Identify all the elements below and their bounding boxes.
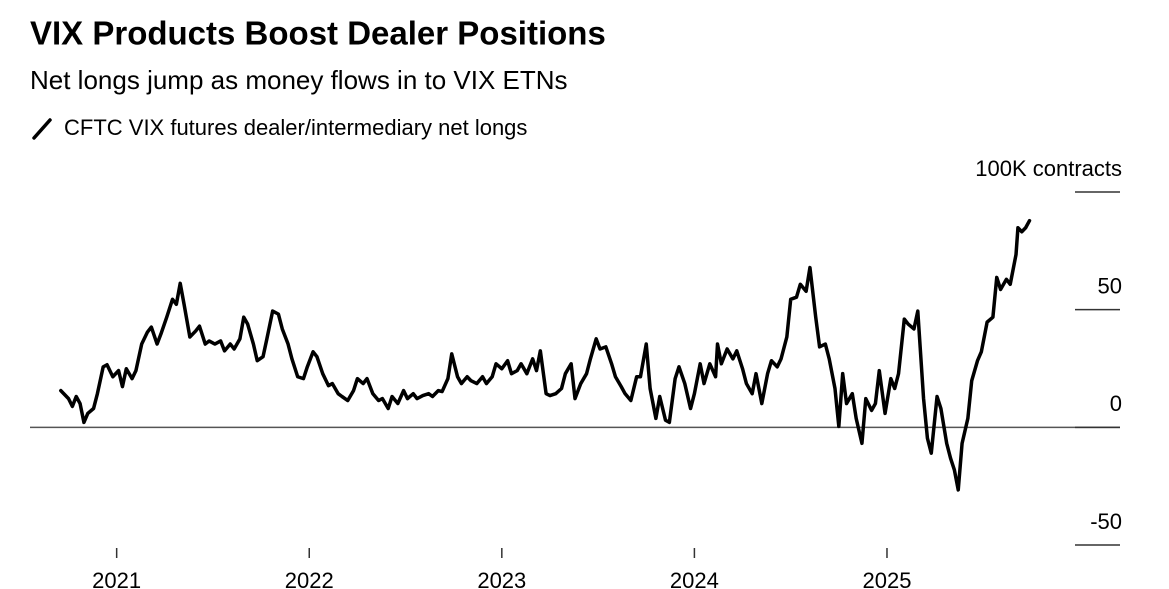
legend-label: CFTC VIX futures dealer/intermediary net… bbox=[64, 115, 527, 140]
y-tick-label: -50 bbox=[1090, 509, 1122, 534]
chart-title: VIX Products Boost Dealer Positions bbox=[30, 15, 606, 52]
chart-subtitle: Net longs jump as money flows in to VIX … bbox=[30, 65, 568, 95]
series-line bbox=[59, 218, 1032, 492]
x-tick-label: 2022 bbox=[285, 568, 334, 589]
y-tick-label: 100K contracts bbox=[975, 156, 1122, 181]
x-tick-label: 2021 bbox=[92, 568, 141, 589]
y-tick-label: 50 bbox=[1098, 273, 1122, 298]
x-tick-label: 2023 bbox=[477, 568, 526, 589]
x-tick-label: 2024 bbox=[670, 568, 719, 589]
x-tick-label: 2025 bbox=[863, 568, 912, 589]
y-tick-label: 0 bbox=[1110, 391, 1122, 416]
legend-swatch bbox=[32, 118, 52, 140]
